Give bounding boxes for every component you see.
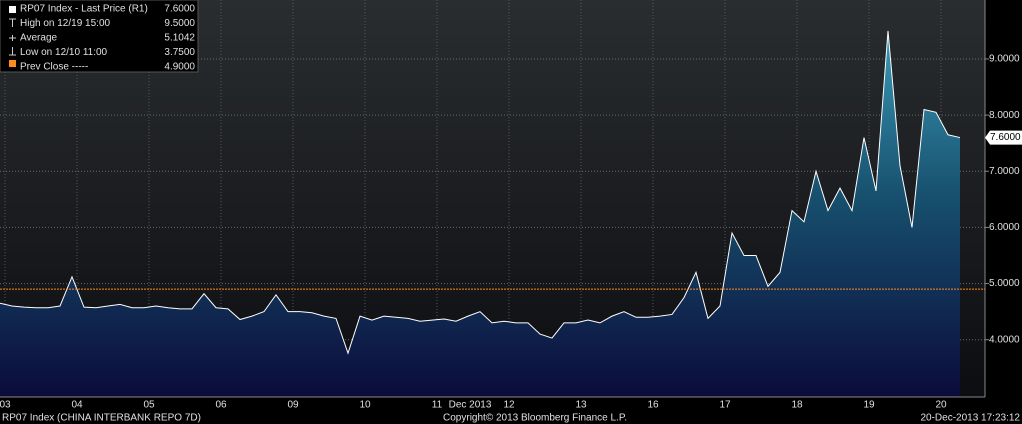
legend-marker: [9, 60, 16, 67]
x-axis-label: Dec 2013: [449, 400, 492, 411]
x-tick-label: 09: [287, 400, 299, 411]
x-tick-label: 18: [791, 400, 803, 411]
x-tick-label: 17: [719, 400, 731, 411]
legend-marker: [9, 47, 16, 56]
legend: [0, 0, 199, 73]
legend-marker: [9, 35, 16, 41]
x-tick-label: 03: [0, 400, 11, 411]
x-tick-label: 04: [71, 400, 83, 411]
legend-marker: [9, 6, 16, 13]
x-tick-label: 13: [575, 400, 587, 411]
footer-center: Copyright© 2013 Bloomberg Finance L.P.: [443, 413, 627, 424]
y-tick-label: 7.0000: [989, 166, 1020, 177]
area: [0, 30, 960, 397]
legend-text: Prev Close -----: [20, 62, 88, 73]
footer-right: 20-Dec-2013 17:23:12: [920, 413, 1020, 424]
legend-text: Low on 12/10 11:00: [20, 47, 108, 58]
legend-text: RP07 Index - Last Price (R1): [20, 4, 148, 15]
x-tick-label: 19: [863, 400, 875, 411]
last-price-tag: [985, 130, 1022, 145]
x-tick-label: 16: [647, 400, 659, 411]
y-tick-label: 5.0000: [989, 278, 1020, 289]
x-tick-label: 11: [432, 400, 443, 411]
legend-value: 7.6000: [164, 4, 195, 15]
line: [0, 30, 961, 355]
legend-marker: [9, 18, 16, 27]
x-tick-label: 05: [143, 400, 155, 411]
y-tick-label: 8.0000: [989, 110, 1020, 121]
y-tick-label: 9.0000: [989, 54, 1020, 65]
legend-value: 3.7500: [164, 47, 195, 58]
legend-text: Average: [20, 33, 58, 44]
x-tick-label: 20: [935, 400, 947, 411]
last-price-label: 7.6000: [990, 132, 1021, 143]
legend-value: 5.1042: [164, 33, 195, 44]
x-tick-label: 10: [359, 400, 371, 411]
y-tick-label: 4.0000: [989, 334, 1020, 345]
footer-left: RP07 Index (CHINA INTERBANK REPO 7D): [2, 413, 201, 424]
legend-text: High on 12/19 15:00: [20, 18, 111, 29]
legend-value: 9.5000: [164, 18, 195, 29]
x-tick-label: 06: [215, 400, 227, 411]
legend-box: [0, 0, 199, 73]
y-tick-label: 6.0000: [989, 222, 1020, 233]
x-tick-label: 12: [503, 400, 515, 411]
legend-value: 4.9000: [164, 62, 195, 73]
